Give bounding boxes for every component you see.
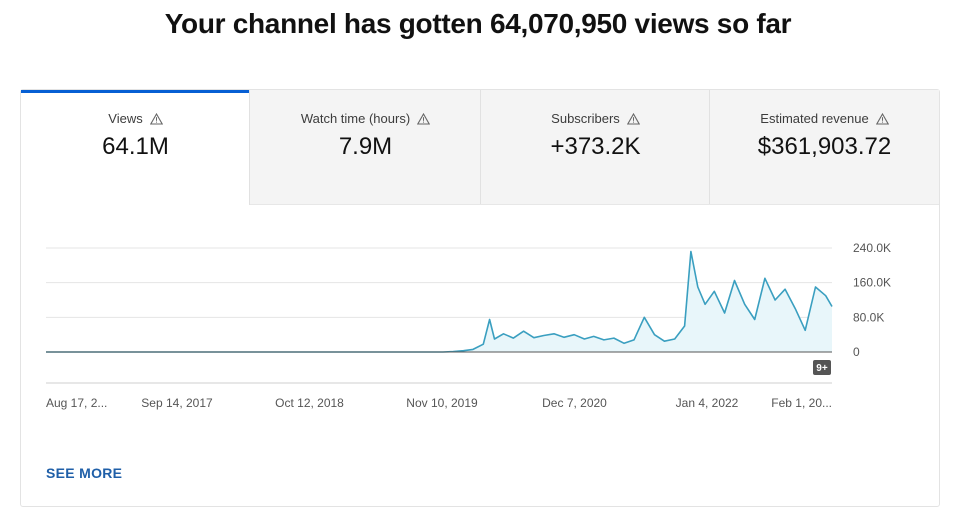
tab-divider: [249, 90, 250, 205]
x-tick-label: Dec 7, 2020: [542, 396, 607, 410]
tab-estimated-revenue[interactable]: Estimated revenue $361,903.72: [710, 90, 939, 205]
notification-badge-text: 9+: [816, 363, 828, 374]
views-area: [46, 251, 832, 352]
tab-value: $361,903.72: [757, 133, 892, 160]
metric-tabs: Views 64.1M Watch time (hours) 7.9M Subs…: [21, 90, 939, 205]
warning-icon: [875, 112, 889, 125]
active-tab-indicator: [21, 90, 250, 93]
analytics-card: Views 64.1M Watch time (hours) 7.9M Subs…: [20, 89, 940, 507]
tab-label: Views: [21, 111, 250, 126]
x-tick-label: Nov 10, 2019: [406, 396, 478, 410]
page-headline: Your channel has gotten 64,070,950 views…: [164, 8, 792, 39]
tab-label: Watch time (hours): [250, 111, 481, 126]
y-tick-label: 240.0K: [853, 241, 891, 255]
tab-divider: [709, 90, 710, 204]
x-tick-label: Jan 4, 2022: [676, 396, 739, 410]
warning-icon: [417, 112, 431, 125]
y-tick-label: 80.0K: [853, 310, 884, 324]
tab-subscribers[interactable]: Subscribers +373.2K: [481, 90, 710, 205]
x-tick-label: Feb 1, 20...: [771, 396, 832, 410]
notification-badge: [813, 360, 831, 375]
views-line: [46, 250, 833, 353]
tab-divider: [480, 90, 481, 204]
tab-value: 7.9M: [338, 133, 393, 160]
x-tick-label: Aug 17, 2...: [46, 396, 107, 410]
x-tick-label: Oct 12, 2018: [275, 396, 344, 410]
tab-label: Estimated revenue: [710, 111, 939, 126]
y-tick-label: 0: [853, 345, 860, 359]
tab-views[interactable]: Views 64.1M: [21, 90, 250, 205]
tab-label: Subscribers: [481, 111, 710, 126]
warning-icon: [149, 112, 163, 125]
tab-value: 64.1M: [102, 133, 169, 160]
warning-icon: [626, 112, 640, 125]
see-more-link[interactable]: SEE MORE: [46, 465, 123, 481]
tab-value: +373.2K: [550, 133, 641, 160]
views-chart: 240.0K 160.0K 80.0K 0 9+ Aug 17, 2... Sep 14, …: [46, 241, 891, 410]
tab-watch-time[interactable]: Watch time (hours) 7.9M: [250, 90, 481, 205]
y-tick-label: 160.0K: [853, 276, 891, 290]
x-tick-label: Sep 14, 2017: [141, 396, 213, 410]
